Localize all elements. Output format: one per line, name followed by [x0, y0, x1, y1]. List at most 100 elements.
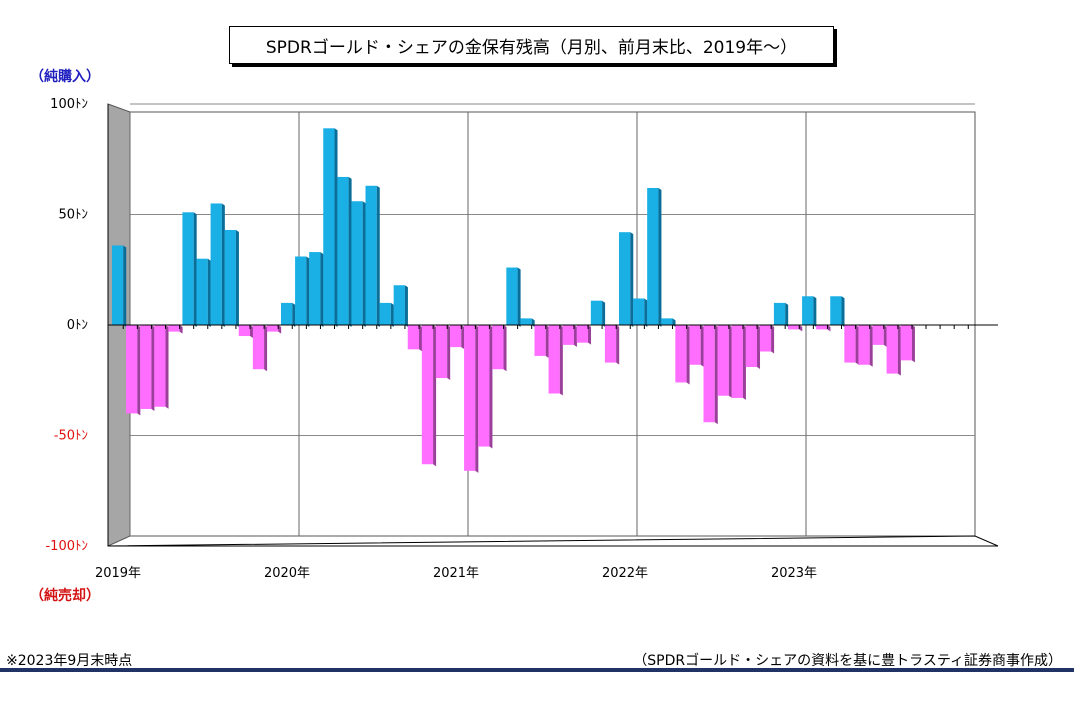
bar-front [309, 252, 321, 325]
bar-front [238, 325, 251, 337]
bar-front [478, 325, 490, 447]
bar-side [390, 302, 394, 327]
bar-front [590, 300, 603, 325]
bar [731, 325, 746, 400]
bar-front [154, 325, 166, 407]
bar [576, 325, 592, 345]
bar-side [419, 325, 423, 352]
bar [450, 325, 465, 350]
y-tick-label: 50ﾄﾝ [58, 208, 88, 223]
bar-front [661, 318, 673, 325]
bar [745, 325, 761, 369]
bar [703, 325, 718, 425]
bar [506, 267, 521, 327]
bar-front [633, 298, 645, 325]
bar-front [140, 325, 152, 409]
bar [788, 325, 803, 332]
bar-side [250, 325, 254, 339]
bar-side [235, 229, 239, 327]
axes [107, 104, 999, 547]
bar [675, 325, 690, 385]
bar [168, 325, 183, 334]
bar [309, 252, 324, 327]
x-tick-label: 2020年 [264, 566, 310, 581]
bar [435, 325, 451, 381]
bar [717, 325, 732, 398]
bar [393, 285, 408, 327]
x-tick-labels: 2019年 2020年 2021年 2022年 2023年 [95, 566, 817, 581]
bar-front [295, 256, 307, 325]
bar-series [112, 128, 915, 473]
bar-front [647, 187, 659, 325]
bar-front [816, 325, 828, 330]
bar [281, 302, 296, 327]
bar-side [813, 296, 817, 327]
bar-front [759, 325, 772, 352]
bar-front [450, 325, 462, 348]
bar-side [278, 325, 282, 334]
bar-side [714, 325, 718, 425]
bar-side [686, 325, 690, 385]
bar-side [489, 325, 493, 449]
bar [900, 325, 915, 363]
bar [647, 187, 662, 327]
bar-front [520, 318, 532, 325]
y-tick-labels: 100ﾄﾝ 50ﾄﾝ 0ﾄﾝ -50ﾄﾝ -100ﾄﾝ [45, 97, 88, 554]
bar-front [168, 325, 180, 332]
bar-front [224, 229, 236, 325]
bar [323, 128, 338, 327]
bar-front [281, 302, 293, 325]
bar [182, 212, 197, 327]
bar [337, 176, 352, 327]
bar [238, 325, 254, 339]
bar-front [506, 267, 518, 325]
bar-side [475, 325, 479, 473]
bar-side [123, 245, 127, 327]
y-tick-label: 100ﾄﾝ [50, 97, 88, 112]
x-tick-label: 2021年 [433, 566, 479, 581]
bar-front [900, 325, 912, 361]
bar-front [689, 325, 701, 365]
bar [196, 258, 211, 327]
bar-front [576, 325, 589, 343]
bar-front [492, 325, 504, 370]
bar-front [858, 325, 870, 365]
bar-side [616, 325, 620, 365]
bar [759, 325, 775, 354]
bar-side [306, 256, 310, 327]
x-tick-label: 2019年 [95, 566, 141, 581]
bar-front [266, 325, 279, 332]
bar-side [348, 176, 352, 327]
bar-front [548, 325, 560, 394]
bar-front [421, 325, 434, 465]
bar-front [604, 325, 617, 363]
bar-front [675, 325, 687, 383]
bar-side [461, 325, 465, 350]
net-sale-label: （純売却） [30, 588, 100, 604]
bar-front [886, 325, 898, 374]
bar-side [573, 325, 577, 347]
bar-side [264, 325, 268, 372]
bar-side [362, 201, 366, 327]
bar-front [182, 212, 194, 325]
bottom-rule [0, 668, 1074, 672]
bar-front [534, 325, 546, 356]
bar-side [742, 325, 746, 400]
bar-front [464, 325, 476, 471]
bar-side [545, 325, 549, 358]
bar-side [700, 325, 704, 367]
back-wall [129, 111, 976, 537]
bar [407, 325, 423, 352]
bar-side [757, 325, 761, 369]
bar [140, 325, 155, 411]
bar [590, 300, 606, 327]
bar-side [883, 325, 887, 347]
bar [154, 325, 169, 409]
bar-side [827, 325, 831, 332]
bar-side [433, 325, 437, 467]
bar-front [112, 245, 124, 325]
bar [604, 325, 620, 365]
bar [478, 325, 493, 449]
footnote-source: （SPDRゴールド・シェアの資料を基に豊トラスティ証券商事作成） [633, 653, 1062, 669]
